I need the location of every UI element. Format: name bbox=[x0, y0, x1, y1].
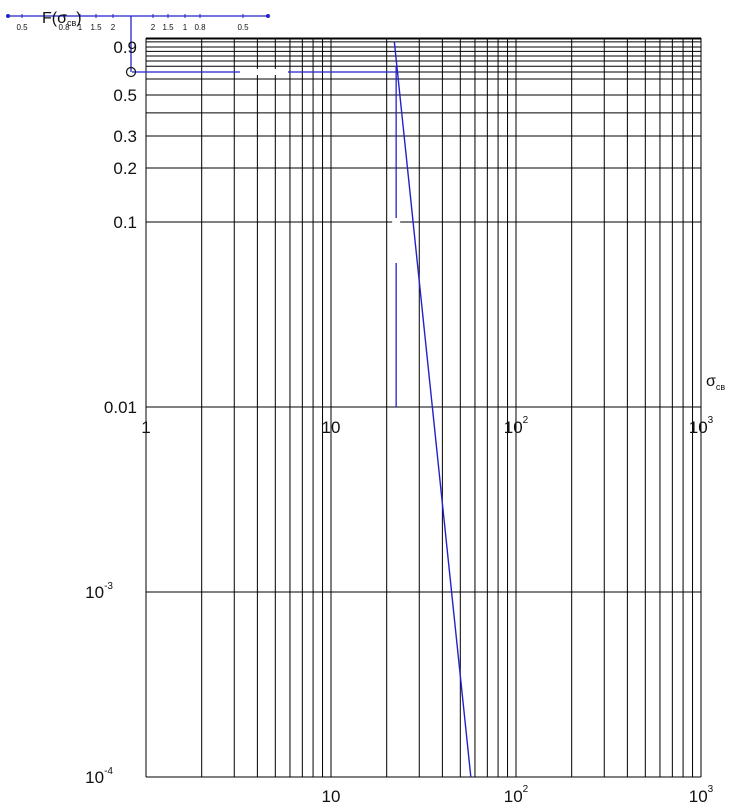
series-line bbox=[393, 41, 472, 778]
reference-lines bbox=[125, 16, 401, 407]
x-tick-label: 1 bbox=[141, 418, 150, 437]
y-tick-label: 0.2 bbox=[113, 159, 137, 178]
top-scale-label: 0.5 bbox=[237, 23, 249, 32]
top-scale-label: 0.5 bbox=[16, 23, 28, 32]
top-scale-label: 1.5 bbox=[90, 23, 102, 32]
y-tick-label: 0.3 bbox=[113, 127, 137, 146]
x-tick-label: 103 bbox=[689, 784, 714, 806]
top-scale-end bbox=[6, 14, 10, 18]
reference-gap bbox=[240, 69, 288, 75]
y-tick-label: 10-3 bbox=[85, 581, 113, 602]
x-tick-labels-bottom: 10 102 103 bbox=[322, 784, 714, 806]
x-tick-label: 103 bbox=[689, 415, 714, 437]
x-tick-label: 102 bbox=[504, 784, 529, 806]
x-tick-label: 10 bbox=[322, 418, 341, 437]
y-tick-label: 0.9 bbox=[113, 38, 137, 57]
top-scale-label: 1.5 bbox=[162, 23, 174, 32]
y-tick-label: 10-4 bbox=[85, 766, 113, 787]
x-tick-label: 102 bbox=[504, 415, 529, 437]
reference-marker bbox=[125, 66, 137, 78]
horizontal-grid bbox=[146, 37, 701, 778]
top-scale-end bbox=[266, 14, 270, 18]
x-tick-label: 10 bbox=[322, 787, 341, 806]
top-scale-label: 2 bbox=[151, 23, 156, 32]
y-tick-label: 0.5 bbox=[113, 86, 137, 105]
top-scale-label: 0.8 bbox=[194, 23, 206, 32]
reference-gap bbox=[392, 218, 401, 263]
y-tick-label: 0.01 bbox=[104, 398, 137, 417]
top-scale-label: 0.8 bbox=[58, 23, 70, 32]
x-tick-labels-middle: 1 10 102 103 bbox=[141, 415, 713, 437]
y-tick-label: 0.1 bbox=[113, 213, 137, 232]
x-axis-label: σсв bbox=[706, 373, 725, 392]
y-axis-label: F(σсв) bbox=[42, 10, 82, 28]
y-tick-labels: 0.9 0.5 0.3 0.2 0.1 0.01 10-3 10-4 bbox=[85, 38, 137, 787]
top-scale-label: 1 bbox=[78, 23, 83, 32]
top-scale-label: 2 bbox=[111, 23, 116, 32]
series-layer bbox=[393, 41, 472, 778]
top-scale-label: 1 bbox=[183, 23, 188, 32]
top-scale: 0.5 0.8 1 1.5 2 2 1.5 1 0.8 0.5 bbox=[6, 14, 270, 32]
